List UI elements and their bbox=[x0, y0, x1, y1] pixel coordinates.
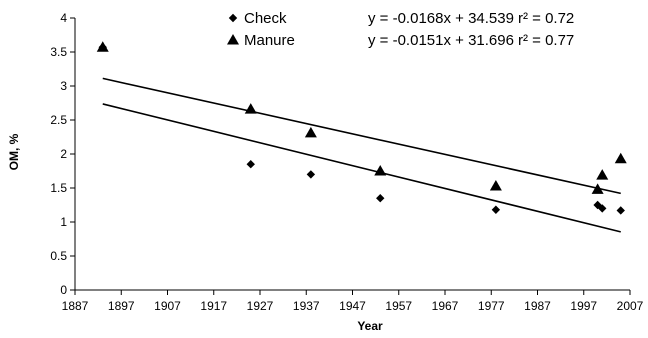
x-tick-label: 1907 bbox=[154, 299, 181, 313]
x-tick-label: 1927 bbox=[247, 299, 274, 313]
trend-equation-manure: y = -0.0151x + 31.696 bbox=[368, 32, 514, 49]
x-tick-label: 1987 bbox=[524, 299, 551, 313]
axes: 0 0.5 1 1.5 2 2.5 3 3.5 4 1887 1897 1907 1917 1927 193… bbox=[50, 11, 643, 313]
legend: Check y = -0.0168x + 34.539 r² = 0.72 Manur… bbox=[227, 10, 574, 49]
legend-marker-check bbox=[229, 14, 237, 22]
trendline-manure bbox=[103, 78, 621, 193]
x-tick-label: 1997 bbox=[570, 299, 597, 313]
trendlines bbox=[103, 78, 621, 231]
check-point bbox=[617, 206, 625, 214]
manure-point bbox=[245, 103, 257, 114]
y-tick-label: 3.5 bbox=[50, 45, 67, 59]
r-squared-manure: r² = 0.77 bbox=[518, 32, 574, 49]
x-tick-label: 1897 bbox=[108, 299, 135, 313]
x-tick-label: 1917 bbox=[200, 299, 227, 313]
manure-point bbox=[615, 153, 627, 164]
x-tick-label: 1887 bbox=[62, 299, 89, 313]
x-tick-label: 2007 bbox=[617, 299, 644, 313]
x-tick-label: 1937 bbox=[293, 299, 320, 313]
y-tick-label: 1.5 bbox=[50, 181, 67, 195]
y-tick-label: 2 bbox=[60, 147, 67, 161]
y-tick-label: 2.5 bbox=[50, 113, 67, 127]
legend-label-manure: Manure bbox=[244, 32, 295, 49]
y-tick-label: 0.5 bbox=[50, 249, 67, 263]
x-axis-label: Year bbox=[357, 319, 383, 333]
legend-label-check: Check bbox=[244, 10, 287, 27]
check-point bbox=[307, 170, 315, 178]
legend-marker-manure bbox=[227, 34, 239, 45]
x-tick-label: 1957 bbox=[385, 299, 412, 313]
x-tick-label: 1977 bbox=[478, 299, 505, 313]
y-tick-label: 0 bbox=[60, 283, 67, 297]
y-tick-label: 4 bbox=[60, 11, 67, 25]
check-point bbox=[376, 194, 384, 202]
x-tick-label: 1967 bbox=[432, 299, 459, 313]
manure-point bbox=[97, 41, 109, 52]
y-tick-label: 1 bbox=[60, 215, 67, 229]
manure-point bbox=[305, 127, 317, 138]
data-points bbox=[97, 41, 627, 214]
manure-point bbox=[596, 169, 608, 180]
r-squared-check: r² = 0.72 bbox=[518, 10, 574, 27]
y-tick-label: 3 bbox=[60, 79, 67, 93]
check-point bbox=[247, 160, 255, 168]
y-axis-label: OM, % bbox=[7, 133, 21, 170]
x-tick-label: 1947 bbox=[339, 299, 366, 313]
check-point bbox=[492, 206, 500, 214]
manure-point bbox=[374, 165, 386, 176]
trendline-check bbox=[103, 104, 621, 232]
trend-equation-check: y = -0.0168x + 34.539 bbox=[368, 10, 514, 27]
manure-point bbox=[490, 180, 502, 191]
